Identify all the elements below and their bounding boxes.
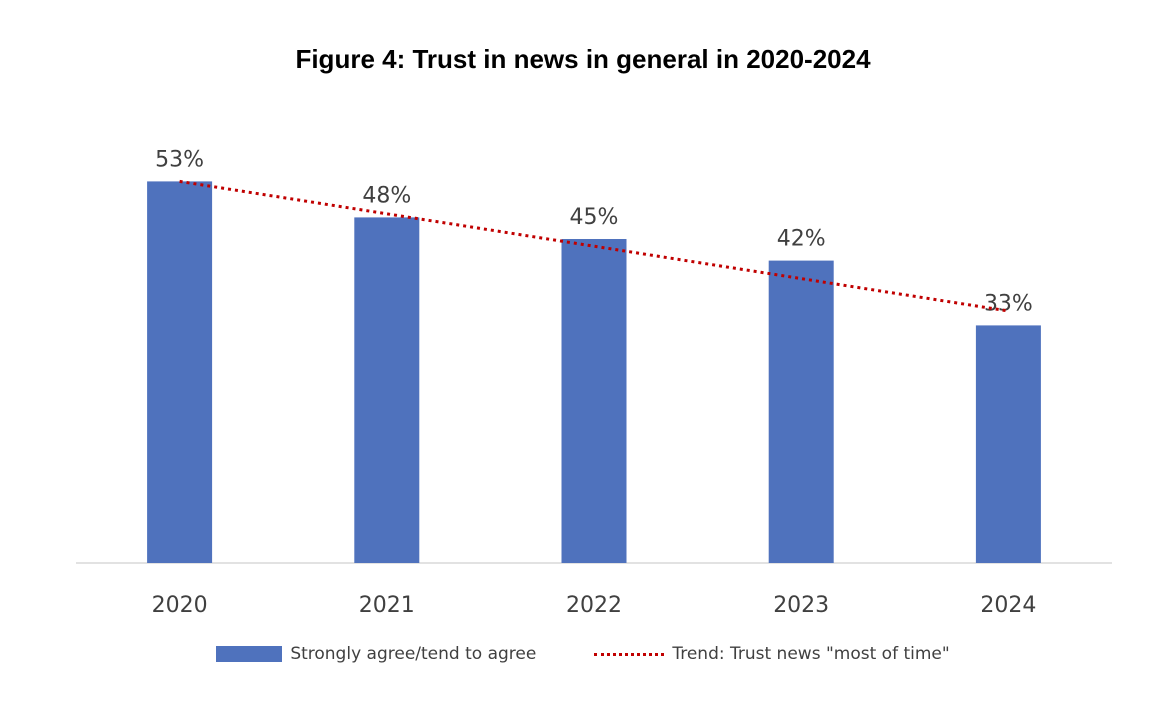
bar-2020 <box>147 181 213 563</box>
x-tick-label-2023: 2023 <box>773 593 829 618</box>
chart-title: Figure 4: Trust in news in general in 20… <box>295 44 871 74</box>
legend-swatch-trend <box>594 652 665 656</box>
x-tick-label-2024: 2024 <box>980 593 1036 618</box>
bar-2022 <box>561 239 627 563</box>
bar-2021 <box>354 217 420 563</box>
legend-entry-bars: Strongly agree/tend to agree <box>216 644 536 664</box>
legend: Strongly agree/tend to agree Trend: Trus… <box>0 644 1166 664</box>
legend-swatch-bars <box>216 646 283 662</box>
x-tick-label-2022: 2022 <box>566 593 622 618</box>
bar-2024 <box>975 325 1041 563</box>
data-label-2020: 53% <box>155 147 204 172</box>
data-label-2024: 33% <box>984 291 1033 316</box>
legend-entry-trend: Trend: Trust news "most of time" <box>594 644 950 664</box>
x-tick-label-2020: 2020 <box>152 593 208 618</box>
legend-label-bars: Strongly agree/tend to agree <box>290 644 537 664</box>
data-label-2021: 48% <box>362 183 411 208</box>
data-label-2023: 42% <box>777 227 826 252</box>
data-label-2022: 45% <box>570 205 619 230</box>
bar-2023 <box>768 260 834 563</box>
legend-label-trend: Trend: Trust news "most of time" <box>672 644 950 664</box>
x-tick-label-2021: 2021 <box>359 593 415 618</box>
